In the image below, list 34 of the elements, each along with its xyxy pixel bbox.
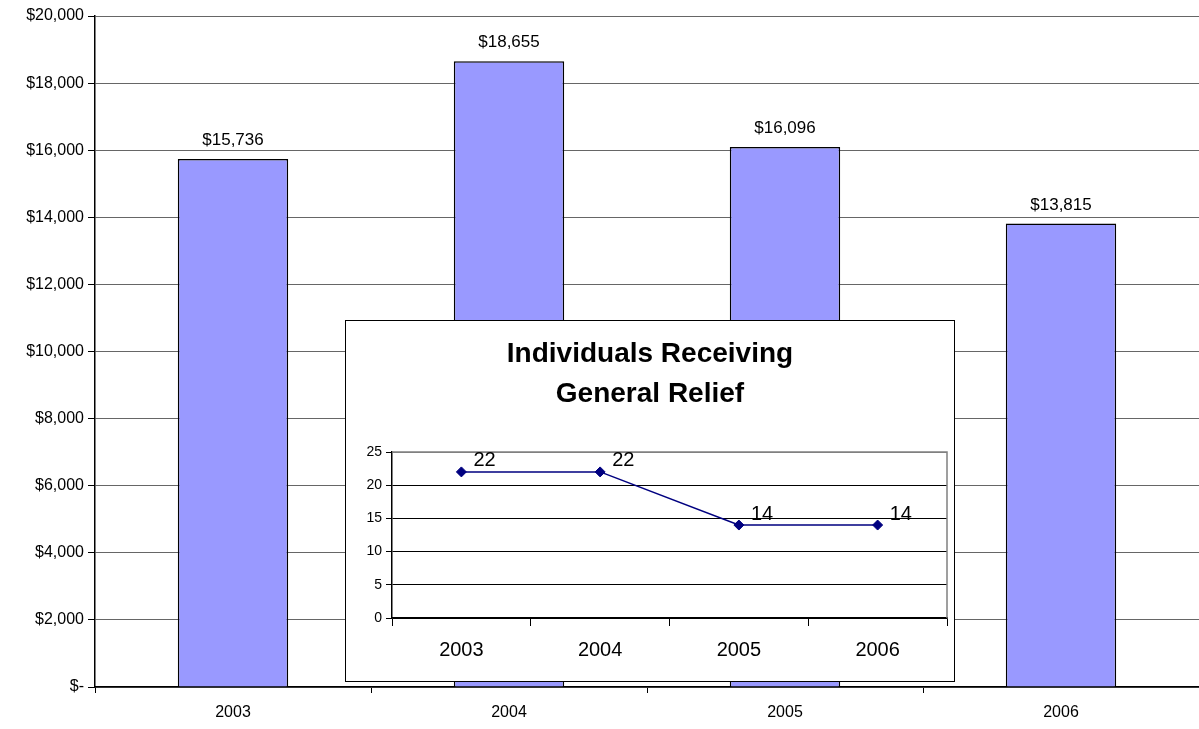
data-label: $13,815 xyxy=(1030,194,1092,214)
data-label: $15,736 xyxy=(202,130,264,150)
y-tick-label: 10 xyxy=(366,542,383,559)
data-label: $16,096 xyxy=(754,118,816,138)
y-tick-label: $12,000 xyxy=(26,274,85,292)
y-tick-label: 25 xyxy=(366,442,383,459)
y-tick-label: $14,000 xyxy=(26,207,85,225)
x-tick-label: 2004 xyxy=(577,637,623,660)
y-tick-label: $16,000 xyxy=(26,140,85,158)
chart-title: Individuals Receiving General Relief xyxy=(505,336,795,410)
y-tick-label: $2,000 xyxy=(35,610,85,628)
y-tick-label: $- xyxy=(69,677,84,695)
x-tick-label: 2003 xyxy=(439,637,484,660)
x-tick-label: 2005 xyxy=(767,703,803,721)
x-tick-label: 2006 xyxy=(1043,703,1079,721)
x-tick-label: 2005 xyxy=(716,637,762,660)
y-tick-label: 5 xyxy=(374,575,383,592)
data-label: 14 xyxy=(750,501,774,524)
y-tick-label: $8,000 xyxy=(35,409,85,427)
data-label: 22 xyxy=(473,448,496,471)
x-tick-label: 2006 xyxy=(855,637,900,660)
data-label: 14 xyxy=(889,501,912,524)
data-label: 22 xyxy=(612,448,635,471)
y-tick-label: 15 xyxy=(366,509,383,526)
y-tick-label: $4,000 xyxy=(35,543,85,561)
y-tick-label: $6,000 xyxy=(35,476,85,494)
y-tick-label: $10,000 xyxy=(26,341,85,359)
data-label: $18,655 xyxy=(478,32,540,52)
y-tick-label: 20 xyxy=(366,476,383,493)
x-tick-label: 2004 xyxy=(491,703,527,721)
y-tick-label: $18,000 xyxy=(26,73,85,91)
y-tick-label: 0 xyxy=(374,608,383,625)
x-tick-label: 2003 xyxy=(215,703,251,721)
y-tick-label: $20,000 xyxy=(26,6,85,24)
